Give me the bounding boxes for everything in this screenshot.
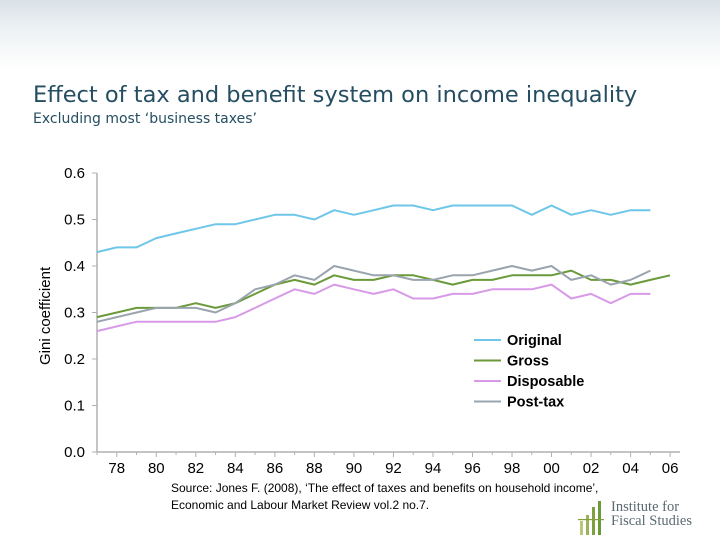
series-line-disposable [96, 283, 651, 333]
source-note: Source: Jones F. (2008), ‘The effect of … [171, 480, 691, 514]
chart-subtitle: Excluding most ‘business taxes’ [33, 111, 257, 127]
series-lines [96, 204, 671, 333]
x-tick-label: 94 [425, 460, 442, 477]
y-tick-label: 0.2 [64, 351, 85, 368]
x-tick-label: 84 [227, 460, 244, 477]
x-tick-label: 02 [583, 460, 600, 477]
x-tick-label: 06 [662, 460, 679, 477]
x-tick-label: 78 [108, 460, 125, 477]
series-line-gross [96, 269, 671, 319]
x-tick-label: 82 [187, 460, 204, 477]
legend-label: Post-tax [507, 395, 564, 411]
series-line-post-tax [96, 265, 651, 323]
source-line-1: Source: Jones F. (2008), ‘The effect of … [171, 481, 599, 495]
x-tick-label: 80 [148, 460, 165, 477]
legend-label: Disposable [507, 374, 584, 390]
ifs-logo: Institute for Fiscal Studies [578, 493, 718, 537]
chart-title: Effect of tax and benefit system on inco… [33, 82, 638, 108]
x-tick-labels: 78 80 82 84 86 88 90 92 94 96 98 00 02 04 06 [108, 460, 678, 477]
logo-text-line-1: Institute for [611, 499, 680, 515]
x-tick-label: 88 [306, 460, 323, 477]
x-tick-label: 86 [267, 460, 284, 477]
y-tick-label: 0.4 [64, 258, 85, 275]
x-tick-label: 98 [504, 460, 521, 477]
source-line-2: Economic and Labour Market Review vol.2 … [171, 498, 430, 512]
logo-bars-icon [578, 501, 604, 535]
y-tick-label: 0.1 [64, 398, 85, 415]
y-tick-label: 0.3 [64, 305, 85, 322]
x-tick-label: 92 [385, 460, 402, 477]
x-tick-label: 00 [543, 460, 560, 477]
x-tick-label: 96 [464, 460, 481, 477]
logo-text-line-2: Fiscal Studies [611, 513, 692, 529]
y-tick-label: 0.0 [64, 444, 85, 461]
y-axis-label: Gini coefficient [37, 266, 54, 365]
legend-label: Gross [507, 354, 549, 370]
chart-axes [92, 172, 680, 457]
y-tick-labels: 0.0 0.1 0.2 0.3 0.4 0.5 0.6 [64, 165, 85, 461]
y-tick-label: 0.6 [64, 165, 85, 182]
x-tick-label: 90 [346, 460, 363, 477]
series-line-original [96, 204, 651, 254]
x-tick-label: 04 [622, 460, 639, 477]
legend: Original Gross Disposable Post-tax [474, 333, 584, 411]
legend-label: Original [507, 333, 562, 349]
y-tick-label: 0.5 [64, 212, 85, 229]
